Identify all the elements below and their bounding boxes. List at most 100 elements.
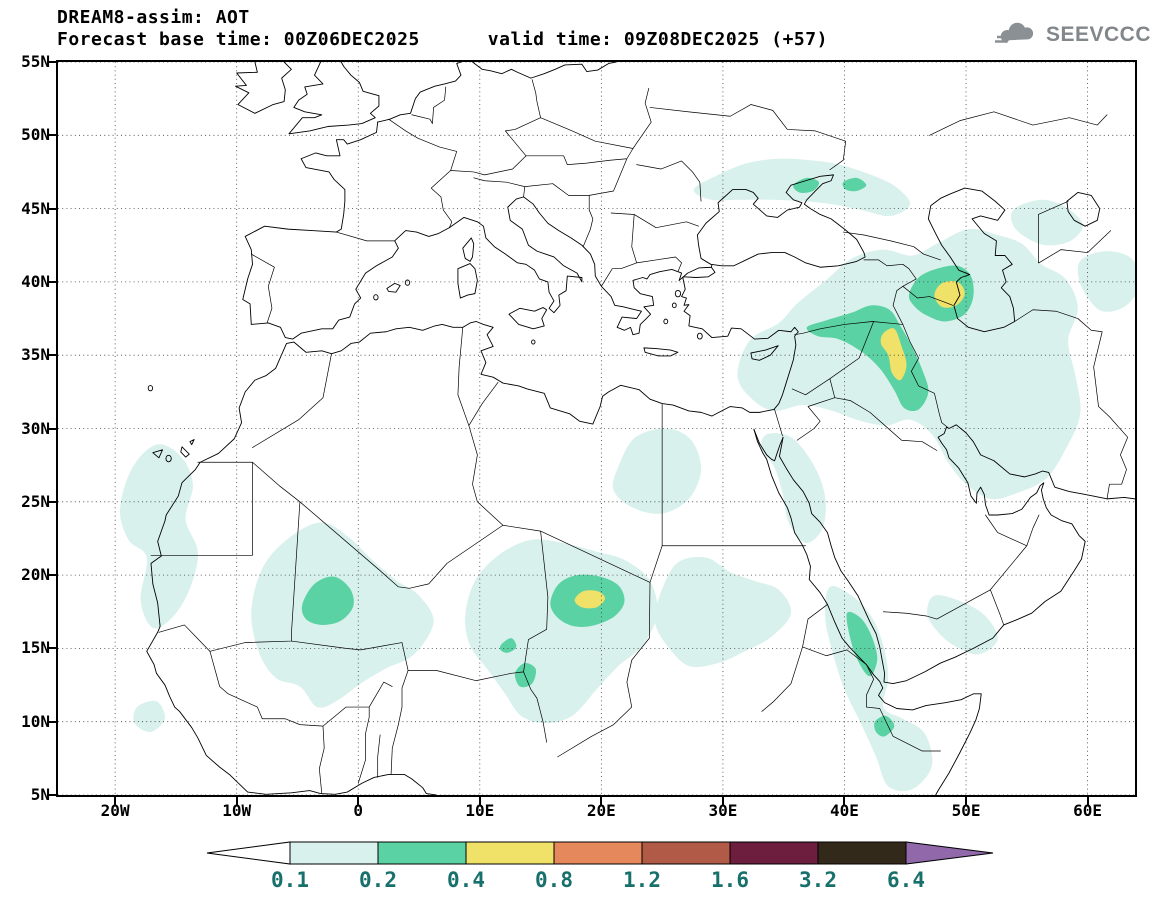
island-naxos (664, 319, 668, 324)
island-madeira (148, 386, 152, 391)
lat-tick-30N (47, 427, 56, 430)
colorbar-segment-0.1 (289, 841, 379, 865)
lat-tick-25N (47, 500, 56, 503)
coastline-baltic (473, 62, 616, 78)
lat-label-10N: 10N (21, 711, 50, 731)
map-plot-area (56, 60, 1137, 797)
lat-tick-35N (47, 354, 56, 357)
aot-region-egypt (612, 428, 702, 514)
lat-label-40N: 40N (21, 271, 50, 291)
colorbar (206, 841, 994, 865)
lat-label-25N: 25N (21, 491, 50, 511)
lat-label-30N: 30N (21, 418, 50, 438)
aot-region-niger-spot (499, 638, 517, 653)
forecast-time-subtitle: Forecast base time: 00Z06DEC2025 valid t… (57, 29, 828, 50)
coastline-iberia (243, 226, 450, 339)
colorbar-segment-0.2 (377, 841, 467, 865)
colorbar-right-arrow (905, 841, 994, 865)
lon-label-40E: 40E (830, 801, 859, 820)
islands-canary-madeira (153, 439, 194, 457)
lon-label-60E: 60E (1073, 801, 1103, 820)
coastline-sinai (754, 429, 783, 461)
island-chios (672, 303, 676, 308)
lat-tick-5N (47, 794, 56, 796)
borders-sahara-east (503, 404, 806, 757)
lon-label-20W: 20W (100, 801, 130, 820)
coastline-iran-south (949, 425, 1135, 499)
lat-tick-55N (47, 61, 56, 63)
colorbar-segment-1.6 (729, 841, 819, 865)
aot-region-turkmenistan-east (1077, 251, 1135, 312)
lat-label-35N: 35N (21, 345, 50, 365)
aot-region-lake-chad-spot (514, 662, 537, 688)
lon-tick-0 (357, 797, 360, 805)
borders-nw-africa (151, 327, 503, 651)
aot-region-chad-max (574, 590, 606, 609)
aot-region-senegal-coast (133, 700, 166, 733)
colorbar-segment-1.2 (641, 841, 731, 865)
lon-tick-40E (843, 797, 846, 805)
coastline-britain (289, 62, 379, 134)
lat-tick-10N (47, 720, 56, 723)
colorbar-label-0.8: 0.8 (535, 868, 573, 892)
aot-region-iraq-core (806, 305, 929, 411)
borders-ukraine-russia (650, 105, 1107, 170)
lat-label-45N: 45N (21, 198, 50, 218)
aot-region-ukraine-spot-east (842, 177, 867, 192)
cloud-icon (994, 22, 1034, 43)
lat-label-5N: 5N (30, 785, 50, 804)
sea-marmara (679, 264, 715, 280)
aot-region-yemen-empty-quarter (927, 595, 998, 655)
coastline-arabia (779, 427, 1085, 684)
borders-arabia (883, 515, 1039, 625)
aot-region-west-africa-atlantic (119, 444, 198, 629)
island-malta (532, 340, 535, 344)
aot-map (119, 62, 1135, 795)
island-gran-canaria (166, 455, 171, 461)
colorbar-segment-3.2 (817, 841, 907, 865)
lon-tick-10W (235, 797, 238, 805)
colorbar-label-0.2: 0.2 (359, 868, 397, 892)
aot-region-djibouti-spot (874, 715, 895, 737)
colorbar-label-0.4: 0.4 (447, 868, 485, 892)
lon-tick-10E (478, 797, 481, 805)
coastline-blacksea (697, 175, 865, 267)
coastline-north-sea (378, 62, 462, 122)
borders-middle-east (775, 321, 949, 450)
borders-sahel-west-africa (210, 641, 547, 793)
coastline-caspian (928, 188, 1014, 332)
aot-region-mali-core (301, 576, 354, 625)
coastline-france-west (301, 122, 378, 232)
lat-label-20N: 20N (21, 565, 50, 585)
aot-region-ukraine-spot-west (793, 177, 820, 193)
aot-region-nw-saudi-redsea (761, 433, 826, 543)
lat-label-15N: 15N (21, 638, 50, 658)
borders-caucasus-iran (843, 201, 1127, 499)
lon-tick-60E (1086, 797, 1089, 805)
colorbar-left-arrow (206, 841, 291, 865)
logo-text: SEEVCCC (1045, 23, 1151, 46)
island-ibiza (374, 295, 378, 300)
borders-horn-africa (762, 604, 941, 751)
lon-tick-20W (114, 797, 117, 805)
borders-europe-west (251, 87, 563, 323)
aot-region-sudan (654, 556, 792, 668)
aot-region-north-caspian (1010, 199, 1083, 246)
colorbar-label-1.2: 1.2 (623, 868, 661, 892)
lon-label-50E: 50E (951, 801, 981, 820)
colorbar-label-1.6: 1.6 (711, 868, 749, 892)
island-rhodes (697, 333, 702, 339)
island-crete (644, 348, 678, 356)
lon-tick-20E (600, 797, 603, 805)
aot-colorbar-legend: 0.1 0.2 0.4 0.8 1.2 1.6 3.2 6.4 (205, 841, 995, 901)
lon-tick-50E (965, 797, 968, 805)
island-sicily (509, 308, 547, 329)
lon-label-20E: 20E (586, 801, 616, 820)
aot-region-s-redsea-horn (824, 585, 933, 792)
lat-tick-50N (47, 134, 56, 137)
aot-region-s-redsea-core (846, 611, 878, 677)
coastline-aral (1067, 192, 1100, 226)
lat-tick-20N (47, 574, 56, 577)
colorbar-segment-0.4 (465, 841, 555, 865)
colorbar-label-6.4: 6.4 (887, 868, 925, 892)
